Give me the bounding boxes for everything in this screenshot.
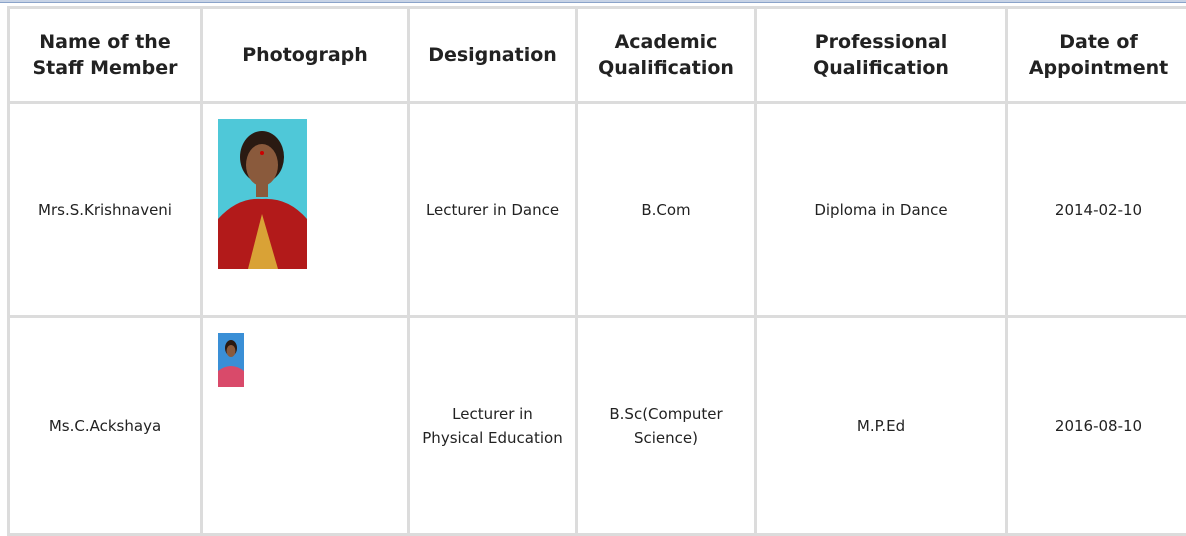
header-cell: Date of Appointment — [1007, 8, 1186, 103]
date-cell: 2014-02-10 — [1007, 103, 1186, 317]
photo-cell — [202, 317, 409, 535]
header-cell: Photograph — [202, 8, 409, 103]
designation-cell: Lecturer in Dance — [409, 103, 577, 317]
name-cell: Ms.C.Ackshaya — [9, 317, 202, 535]
staff-photo — [218, 119, 307, 269]
academic-cell: B.Sc(Computer Science) — [577, 317, 756, 535]
header-cell: Academic Qualification — [577, 8, 756, 103]
header-cell: Designation — [409, 8, 577, 103]
header-cell: Name of the Staff Member — [9, 8, 202, 103]
page: Name of the Staff Member Photograph Desi… — [0, 0, 1186, 513]
name-cell: Mrs.S.Krishnaveni — [9, 103, 202, 317]
table-row: Mrs.S.Krishnaveni Lecturer in Dance B.Co… — [9, 103, 1186, 317]
professional-cell: Diploma in Dance — [756, 103, 1007, 317]
professional-cell: M.P.Ed — [756, 317, 1007, 535]
date-cell: 2016-08-10 — [1007, 317, 1186, 535]
staff-table: Name of the Staff Member Photograph Desi… — [7, 6, 1186, 536]
designation-cell: Lecturer in Physical Education — [409, 317, 577, 535]
photo-cell — [202, 103, 409, 317]
header-cell: Professional Qualification — [756, 8, 1007, 103]
header-row: Name of the Staff Member Photograph Desi… — [9, 8, 1186, 103]
top-border — [0, 0, 1186, 3]
staff-photo — [218, 333, 244, 387]
academic-cell: B.Com — [577, 103, 756, 317]
table-row: Ms.C.Ackshaya Lecturer in Physical Educa… — [9, 317, 1186, 535]
